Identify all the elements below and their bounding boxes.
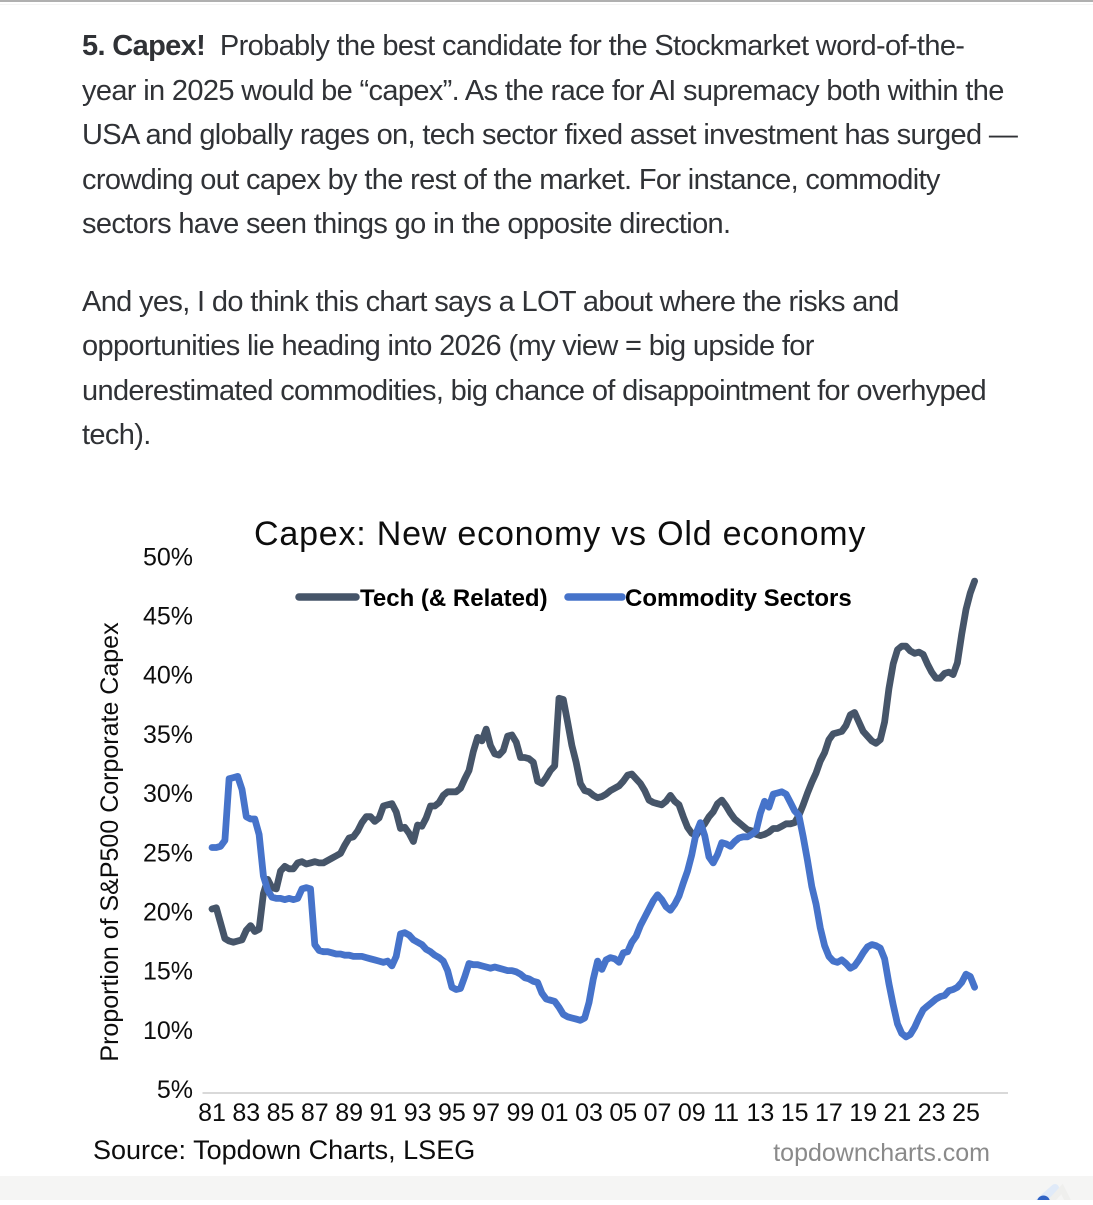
svg-text:Proportion of S&P500 Corporate: Proportion of S&P500 Corporate Capex [96, 622, 124, 1062]
svg-text:23: 23 [918, 1099, 946, 1127]
svg-text:81: 81 [198, 1099, 226, 1127]
svg-text:Commodity Sectors: Commodity Sectors [625, 585, 852, 612]
svg-text:17: 17 [815, 1099, 843, 1127]
svg-text:87: 87 [301, 1099, 329, 1127]
svg-text:50%: 50% [143, 543, 193, 571]
svg-text:89: 89 [335, 1099, 363, 1127]
svg-text:95: 95 [438, 1099, 466, 1127]
svg-text:05: 05 [609, 1099, 637, 1127]
svg-text:5%: 5% [157, 1076, 193, 1104]
svg-text:99: 99 [506, 1099, 534, 1127]
svg-text:03: 03 [575, 1099, 603, 1127]
svg-text:25: 25 [952, 1099, 980, 1127]
svg-text:35%: 35% [143, 721, 193, 749]
svg-text:10%: 10% [143, 1017, 193, 1045]
svg-text:40%: 40% [143, 662, 193, 690]
svg-text:07: 07 [644, 1099, 672, 1127]
svg-text:30%: 30% [143, 780, 193, 808]
svg-text:topdowncharts.com: topdowncharts.com [773, 1139, 990, 1167]
svg-text:13: 13 [746, 1099, 774, 1127]
svg-text:Capex: New economy vs Old econ: Capex: New economy vs Old economy [254, 515, 866, 553]
svg-text:21: 21 [883, 1099, 911, 1127]
svg-text:Source: Topdown Charts, LSEG: Source: Topdown Charts, LSEG [93, 1135, 475, 1165]
svg-text:93: 93 [404, 1099, 432, 1127]
svg-text:15%: 15% [143, 958, 193, 986]
svg-text:85: 85 [267, 1099, 295, 1127]
svg-text:Tech (& Related): Tech (& Related) [360, 585, 548, 612]
svg-text:11: 11 [713, 1099, 739, 1127]
svg-text:97: 97 [472, 1099, 500, 1127]
svg-text:01: 01 [541, 1099, 569, 1127]
svg-text:25%: 25% [143, 839, 193, 867]
svg-text:20%: 20% [143, 899, 193, 927]
svg-text:09: 09 [678, 1099, 706, 1127]
svg-text:91: 91 [369, 1099, 397, 1127]
svg-text:19: 19 [849, 1099, 877, 1127]
svg-text:15: 15 [781, 1099, 809, 1127]
svg-text:83: 83 [232, 1099, 260, 1127]
svg-text:45%: 45% [143, 603, 193, 631]
